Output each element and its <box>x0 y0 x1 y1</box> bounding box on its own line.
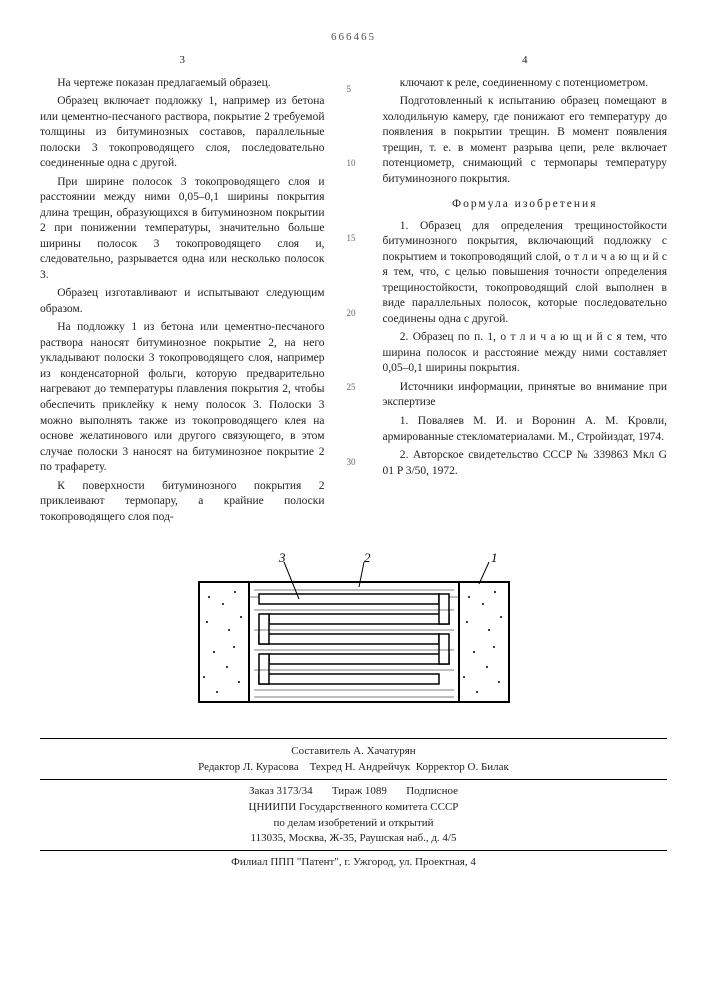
sign: Подписное <box>406 785 458 797</box>
para: Образец изготавливают и испытывают следу… <box>40 286 325 317</box>
source: 1. Поваляев М. И. и Воронин А. М. Кровли… <box>383 414 668 445</box>
line-number-gutter: 5 10 15 20 25 30 <box>347 53 361 528</box>
left-column: 3 На чертеже показан предлагаемый образе… <box>40 53 325 528</box>
filial-line: Филиал ППП "Патент", г. Ужгород, ул. Про… <box>40 850 667 870</box>
col-num-left: 3 <box>40 53 325 68</box>
editor: Редактор Л. Курасова <box>198 761 298 773</box>
col-num-right: 4 <box>383 53 668 68</box>
para: Образец включает подложку 1, например из… <box>40 94 325 172</box>
para: На чертеже показан предлагаемый образец. <box>40 76 325 92</box>
line-num: 25 <box>347 381 361 393</box>
techred: Техред Н. Андрейчук <box>310 761 411 773</box>
figure-diagram: 3 2 1 <box>40 552 667 722</box>
line-num: 15 <box>347 232 361 244</box>
org-line2: по делам изобретений и открытий <box>40 816 667 831</box>
para: К поверхности битуминозного покрытия 2 п… <box>40 479 325 526</box>
claim: 1. Образец для определения трещиностойко… <box>383 219 668 328</box>
addr-line: 113035, Москва, Ж-35, Раушская наб., д. … <box>40 831 667 846</box>
sources-heading: Источники информации, принятые во вниман… <box>383 380 668 411</box>
source: 2. Авторское свидетельство СССР № 339863… <box>383 448 668 479</box>
fig-label-2: 2 <box>364 552 371 565</box>
doc-number: 666465 <box>40 30 667 45</box>
fig-label-1: 1 <box>491 552 498 565</box>
two-column-body: 3 На чертеже показан предлагаемый образе… <box>40 53 667 528</box>
line-num: 30 <box>347 456 361 468</box>
org-line1: ЦНИИПИ Государственного комитета СССР <box>40 800 667 815</box>
imprint-footer: Составитель А. Хачатурян Редактор Л. Кур… <box>40 738 667 870</box>
para: Подготовленный к испытанию образец помещ… <box>383 94 668 187</box>
line-num: 20 <box>347 307 361 319</box>
claims-heading: Формула изобретения <box>383 197 668 213</box>
right-column: 4 ключают к реле, соединенному с потенци… <box>383 53 668 528</box>
order-line: Заказ 3173/34 Тираж 1089 Подписное <box>40 779 667 799</box>
line-num: 10 <box>347 157 361 169</box>
staff-line: Редактор Л. Курасова Техред Н. Андрейчук… <box>40 760 667 775</box>
tirazh: Тираж 1089 <box>332 785 387 797</box>
claim: 2. Образец по п. 1, о т л и ч а ю щ и й … <box>383 330 668 377</box>
compiler-line: Составитель А. Хачатурян <box>40 744 667 759</box>
corrector: Корректор О. Билак <box>416 761 509 773</box>
para: На подложку 1 из бетона или цементно-пес… <box>40 320 325 475</box>
fig-label-3: 3 <box>278 552 286 565</box>
line-num: 5 <box>347 83 361 95</box>
para: ключают к реле, соединенному с потенциом… <box>383 76 668 92</box>
order: Заказ 3173/34 <box>249 785 313 797</box>
para: При ширине полосок 3 токопроводящего сло… <box>40 175 325 284</box>
